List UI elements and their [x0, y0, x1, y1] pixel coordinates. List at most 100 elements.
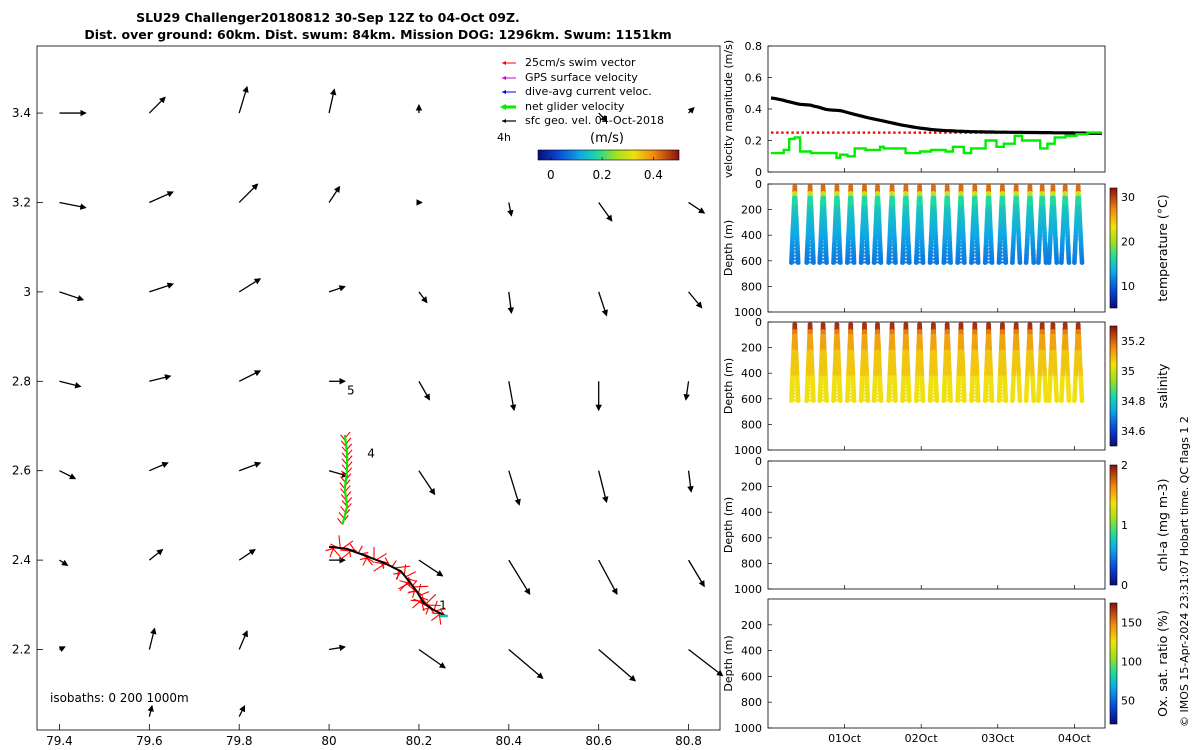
- swim-vector: [393, 572, 403, 575]
- map-y-tick-label: 2.4: [12, 553, 31, 567]
- oxygen-x-tick-label: 03Oct: [981, 732, 1015, 745]
- map-y-tick-label: 2.6: [12, 464, 31, 478]
- chl-a-colorbar-tick-label: 1: [1121, 519, 1128, 532]
- swim-speed-dot: [944, 131, 947, 134]
- geo-velocity-vectors: [58, 85, 724, 717]
- velocity-panel: 0 0.2 0.4 0.6 0.8 velocity magnitude (m/s): [722, 40, 1106, 179]
- map-y-ticks: 2.2 2.4 2.6 2.8 3 3.2 3.4: [12, 106, 43, 657]
- geo-vector-arrow: [687, 559, 705, 588]
- isobaths-label: isobaths: 0 200 1000m: [50, 691, 189, 705]
- oxygen-y-label: Depth (m): [722, 635, 735, 691]
- swim-speed-dot: [847, 131, 850, 134]
- legend-net-arrow-icon: [500, 104, 506, 110]
- imos-credit: © IMOS 15-Apr-2024 23:31:07 Hobart time.…: [1178, 416, 1191, 727]
- map-colorbar-tick-label: 0.2: [593, 168, 612, 182]
- swim-vector: [391, 560, 397, 568]
- swim-speed-dot: [837, 131, 840, 134]
- chl-a-colorbar-tick-label: 0: [1121, 579, 1128, 592]
- salinity-sample-dot: [1046, 398, 1052, 403]
- swim-vector: [398, 581, 411, 590]
- geo-vector-arrow: [508, 470, 521, 506]
- geo-vector-arrow: [418, 470, 436, 496]
- geo-vector-arrow: [507, 202, 514, 217]
- temperature-y-label: Depth (m): [722, 220, 735, 276]
- swim-speed-dot: [821, 131, 825, 134]
- map-colorbar-title: (m/s): [590, 131, 624, 146]
- geo-vector-arrow: [58, 646, 66, 653]
- legend-geo-arrow-icon: [502, 119, 506, 123]
- velocity-y-label: velocity magnitude (m/s): [722, 40, 735, 178]
- temperature-sample-dot: [1036, 260, 1041, 265]
- salinity-colorbar-label: salinity: [1155, 363, 1170, 408]
- track-line: [328, 545, 447, 617]
- geo-vector-arrow: [59, 380, 82, 389]
- temperature-y-tick-label: 800: [741, 280, 762, 293]
- geo-vector-arrow: [598, 112, 608, 122]
- swim-speed-dot: [918, 131, 922, 134]
- temperature-colorbar-tick-label: 30: [1121, 191, 1135, 204]
- geo-vector-arrow: [683, 381, 690, 401]
- swim-speed-dot: [949, 131, 952, 134]
- swim-vector: [419, 591, 430, 597]
- temperature-colorbar-tick-label: 10: [1121, 280, 1135, 293]
- swim-vector: [413, 585, 429, 588]
- chl-a-colorbar-label: chl-a (mg m-3): [1155, 479, 1170, 572]
- swim-speed-dot: [786, 131, 789, 134]
- net-velocity-segment: [341, 506, 349, 525]
- track-map: 79.4 79.6 79.8 80 80.2 80.4 80.6 80.8 2.2 2.4 2.6…: [12, 45, 724, 748]
- swim-vector: [403, 564, 407, 576]
- swim-vector: [413, 598, 424, 604]
- salinity-y-tick-label: 200: [741, 342, 762, 355]
- salinity-colorbar-tick-label: 34.8: [1121, 395, 1146, 408]
- temperature-y-tick-label: 1000: [734, 306, 762, 319]
- geo-vector-arrow: [508, 559, 531, 596]
- swim-speed-dot: [872, 131, 876, 134]
- geo-vector-arrow: [418, 380, 430, 401]
- salinity-colorbar: [1109, 325, 1118, 447]
- temperature-sample-dot: [1031, 260, 1037, 265]
- geo-vector-arrow: [328, 644, 346, 651]
- legend-scale-label: 4h: [497, 131, 511, 144]
- geo-speed-line: [770, 96, 1102, 135]
- swim-speed-dot: [893, 131, 896, 134]
- geo-vector-arrow: [688, 201, 706, 214]
- legend-net: net glider velocity: [500, 100, 625, 113]
- geo-vector-arrow: [598, 559, 618, 596]
- legend-swim-label: 25cm/s swim vector: [525, 56, 636, 69]
- legend-dive-label: dive-avg current veloc.: [525, 85, 652, 98]
- temperature-sample-dot: [1017, 260, 1023, 265]
- track-annotation: 1: [439, 598, 447, 612]
- salinity-sample-dot: [1059, 398, 1064, 403]
- swim-vector: [364, 555, 373, 566]
- temperature-sample-dot: [1046, 260, 1052, 265]
- geo-vector-arrow: [598, 202, 613, 222]
- map-x-tick-label: 80.2: [406, 734, 433, 748]
- temperature-colorbar-label: temperature (°C): [1155, 194, 1170, 301]
- geo-vector-arrow: [59, 470, 77, 480]
- map-x-tick-label: 80.6: [585, 734, 612, 748]
- geo-vector-arrow: [598, 470, 609, 504]
- swim-speed-dot: [888, 131, 891, 134]
- map-legend: 25cm/s swim vector GPS surface velocity …: [497, 56, 680, 182]
- swim-vector: [375, 553, 387, 561]
- chl-a-y-tick-label: 1000: [734, 583, 762, 596]
- title-line-2: Dist. over ground: 60km. Dist. swum: 84k…: [84, 27, 671, 42]
- swim-speed-dot: [781, 131, 784, 134]
- geo-vector-arrow: [238, 85, 249, 114]
- oxygen-y-tick-label: 800: [741, 696, 762, 709]
- chl-a-y-tick-label: 200: [741, 481, 762, 494]
- geo-vector-arrow: [147, 704, 154, 717]
- map-x-tick-label: 79.4: [46, 734, 73, 748]
- geo-vector-arrow: [328, 285, 346, 293]
- geo-vector-arrow: [149, 461, 169, 472]
- oxygen-axes-box: [767, 598, 1106, 729]
- swim-vector: [373, 563, 386, 572]
- map-y-tick-label: 3: [23, 285, 31, 299]
- geo-vector-arrow: [598, 291, 608, 317]
- salinity-colorbar-tick-label: 35: [1121, 365, 1135, 378]
- swim-speed-dot: [796, 131, 799, 134]
- geo-vector-arrow: [508, 649, 544, 679]
- temperature-y-tick-label: 200: [741, 204, 762, 217]
- salinity-y-tick-label: 1000: [734, 444, 762, 457]
